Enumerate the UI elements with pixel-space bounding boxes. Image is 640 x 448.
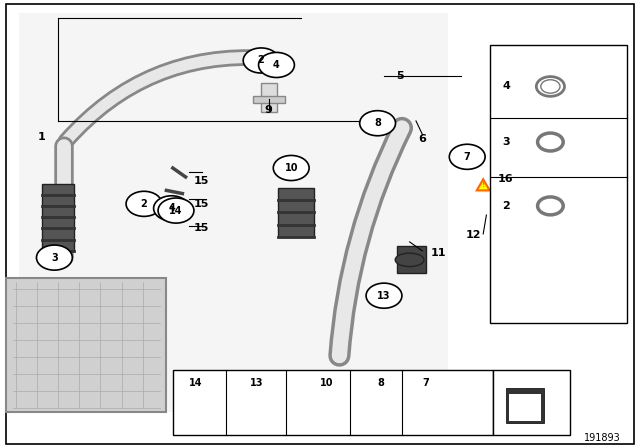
Text: 2: 2 (258, 56, 264, 65)
Circle shape (243, 48, 279, 73)
Text: 4: 4 (168, 203, 175, 213)
Ellipse shape (396, 253, 424, 267)
Text: 8: 8 (378, 378, 385, 388)
Circle shape (449, 144, 485, 169)
Text: 14: 14 (189, 378, 202, 388)
Bar (278, 188, 314, 237)
Text: 15: 15 (194, 199, 209, 209)
Polygon shape (477, 179, 490, 190)
Text: 1: 1 (38, 132, 45, 142)
Bar (493, 370, 570, 435)
Text: 10: 10 (320, 378, 333, 388)
Bar (253, 96, 285, 103)
Text: 10: 10 (284, 163, 298, 173)
Bar (173, 370, 493, 435)
Bar (490, 45, 627, 323)
Bar (6, 278, 166, 412)
Text: 4: 4 (273, 60, 280, 70)
Circle shape (366, 283, 402, 308)
Text: 4: 4 (502, 82, 510, 91)
Text: 191893: 191893 (584, 433, 621, 443)
Text: 2: 2 (502, 201, 510, 211)
Text: 3: 3 (502, 137, 510, 147)
Circle shape (154, 196, 189, 221)
Text: 7: 7 (422, 378, 429, 388)
Text: 8: 8 (374, 118, 381, 128)
Text: 16: 16 (498, 174, 513, 184)
Text: 14: 14 (169, 206, 183, 215)
Bar (506, 388, 544, 423)
Text: 11: 11 (431, 248, 446, 258)
Circle shape (273, 155, 309, 181)
Text: 9: 9 (265, 105, 273, 115)
Bar (397, 246, 426, 273)
Circle shape (158, 198, 194, 223)
Text: 15: 15 (194, 177, 209, 186)
Circle shape (36, 245, 72, 270)
Text: 15: 15 (194, 224, 209, 233)
Text: 6: 6 (419, 134, 426, 144)
Bar (261, 83, 277, 112)
Text: 13: 13 (377, 291, 391, 301)
Text: 3: 3 (51, 253, 58, 263)
Bar (509, 394, 541, 421)
Circle shape (360, 111, 396, 136)
Text: !: ! (481, 182, 485, 188)
Bar (19, 13, 448, 412)
Circle shape (126, 191, 162, 216)
Text: 12: 12 (466, 230, 481, 240)
Text: 2: 2 (141, 199, 147, 209)
Circle shape (259, 52, 294, 78)
Bar (42, 184, 74, 251)
Text: 5: 5 (396, 71, 404, 81)
Text: 13: 13 (250, 378, 263, 388)
Text: 7: 7 (464, 152, 470, 162)
